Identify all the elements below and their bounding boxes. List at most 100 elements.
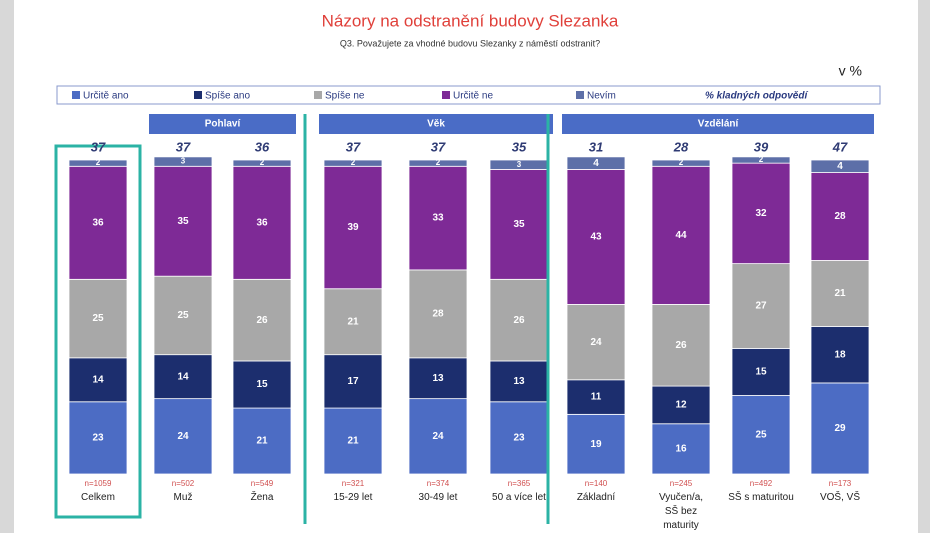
legend-swatch (72, 91, 80, 99)
legend-swatch (314, 91, 322, 99)
category-label-box: Vyučen/a, SŠ bez maturity (659, 492, 703, 531)
bar-segment (810, 326, 870, 384)
bar-segment (232, 360, 292, 409)
legend-label: Spíše ne (325, 91, 365, 102)
bar-value-label: 2 (679, 158, 684, 167)
bar-value-label: 44 (675, 230, 687, 241)
group-header-label: Věk (427, 119, 445, 130)
category-label-box: Základní (576, 492, 616, 503)
category-label-box: VOŠ, VŠ (819, 492, 860, 503)
bar-value-label: 25 (177, 310, 189, 321)
x-tick-label: VOŠ, VŠ (819, 492, 860, 503)
bar-segment (651, 423, 711, 475)
bar-segment (731, 162, 791, 265)
bar-value-label: 16 (675, 444, 687, 455)
x-tick-label: Celkem (81, 492, 115, 503)
bar-segment (408, 269, 468, 359)
bar-value-label: 23 (92, 433, 104, 444)
bar-value-label: 24 (590, 337, 602, 348)
legend-label: Nevím (587, 91, 616, 102)
bar-value-label: 23 (513, 433, 525, 444)
bar-segment (566, 156, 626, 170)
bar-segment (68, 357, 128, 403)
bar-value-label: 3 (517, 160, 522, 169)
bar-segment (651, 165, 711, 305)
positive-label: 36 (255, 139, 270, 154)
x-tick-label: 50 a více let (492, 492, 546, 503)
bar-value-label: 26 (513, 315, 525, 326)
bar-segment (489, 360, 549, 403)
bar-segment (566, 379, 626, 415)
bar-value-label: 26 (675, 340, 687, 351)
bar-value-label: 25 (755, 429, 767, 440)
bar-value-label: 33 (432, 213, 444, 224)
bar-value-label: 4 (837, 161, 843, 172)
bar-segment (566, 413, 626, 475)
bar-segment (323, 288, 383, 356)
sample-size: n=173 (829, 479, 852, 488)
positive-label: 28 (673, 139, 689, 154)
positive-label: 35 (512, 139, 527, 154)
bar-value-label: 14 (177, 371, 189, 382)
bar-value-label: 17 (347, 376, 359, 387)
sample-size: n=140 (585, 479, 608, 488)
group-header (149, 114, 296, 134)
bar-segment (651, 159, 711, 167)
sample-size: n=321 (342, 479, 365, 488)
bar-value-label: 26 (256, 315, 268, 326)
positive-label: 37 (91, 139, 106, 154)
x-tick-label: 15-29 let (333, 492, 373, 503)
bar-segment (232, 159, 292, 167)
bar-value-label: 19 (590, 439, 602, 450)
bar-segment (408, 159, 468, 167)
bar-value-label: 3 (181, 157, 186, 166)
chart-subtitle: Q3. Považujete za vhodné budovu Slezanky… (340, 38, 600, 48)
legend-label: Určitě ano (83, 91, 129, 102)
bar-value-label: 35 (177, 216, 189, 227)
bar-value-label: 14 (92, 374, 104, 385)
sample-size: n=549 (251, 479, 274, 488)
bar-value-label: 2 (96, 158, 101, 167)
bar-value-label: 13 (432, 373, 444, 384)
bar-value-label: 21 (256, 436, 268, 447)
x-tick-label: Žena (250, 492, 274, 503)
category-label-box: Žena (250, 492, 274, 503)
bar-value-label: 18 (834, 349, 846, 360)
bar-segment (153, 275, 213, 356)
bar-value-label: 25 (92, 313, 104, 324)
bar-segment (731, 263, 791, 349)
x-tick-label: Základní (576, 492, 616, 503)
bar-value-label: 21 (834, 288, 846, 299)
bar-value-label: 36 (92, 217, 104, 228)
unit-label: v % (839, 63, 862, 79)
sample-size: n=502 (172, 479, 195, 488)
positive-label: 47 (832, 139, 848, 154)
bar-segment (323, 165, 383, 290)
chart-title: Názory na odstranění budovy Slezanka (322, 11, 619, 30)
category-label-box: Celkem (81, 492, 115, 503)
bar-value-label: 13 (513, 376, 525, 387)
sample-size: n=245 (670, 479, 693, 488)
sample-size: n=365 (508, 479, 531, 488)
legend-box (56, 85, 881, 105)
x-tick-label: SŠ s maturitou (728, 492, 794, 503)
bar-segment (810, 260, 870, 327)
bar-value-label: 24 (432, 431, 444, 442)
bar-value-label: 2 (759, 155, 764, 164)
bar-value-label: 24 (177, 431, 189, 442)
positive-label: 39 (754, 139, 769, 154)
sample-size: n=492 (750, 479, 773, 488)
bar-segment (731, 395, 791, 475)
bar-segment (153, 398, 213, 475)
bar-value-label: 35 (513, 219, 525, 230)
bar-segment (153, 354, 213, 400)
bar-value-label: 28 (432, 309, 444, 320)
legend-label: Spíše ano (205, 91, 250, 102)
legend-swatch (194, 91, 202, 99)
legend-label: % kladných odpovědí (705, 91, 808, 102)
legend-swatch (442, 91, 450, 99)
bar-value-label: 2 (260, 158, 265, 167)
bar-value-label: 15 (256, 379, 268, 390)
